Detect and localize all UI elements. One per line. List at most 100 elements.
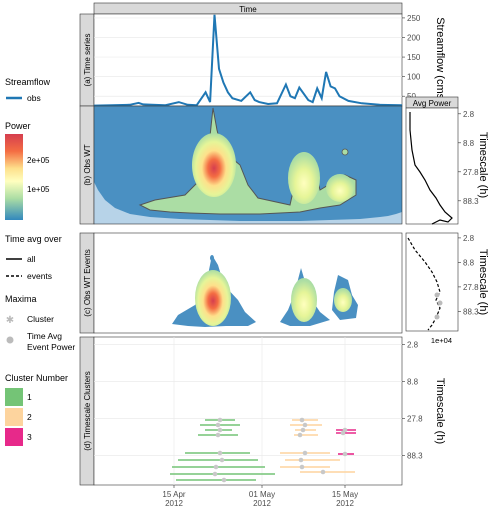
power-peak-b1 — [192, 133, 236, 197]
legend-power: Power 2e+05 1e+05 — [5, 121, 50, 220]
cluster-2-max-marker — [299, 417, 305, 423]
timescale-tick-label: 88.3 — [407, 451, 423, 460]
legend-cluster-2-swatch — [5, 408, 23, 426]
legend-cluster-2-label: 2 — [27, 412, 32, 422]
ytick-label-a: 250 — [407, 14, 421, 23]
power-peak-c2 — [291, 278, 317, 322]
legend-power-title: Power — [5, 121, 31, 131]
power-peak-c1 — [195, 270, 231, 326]
panel-a-frame — [93, 13, 403, 107]
cluster-1-max-marker — [217, 450, 223, 456]
wavelet-power-events — [172, 255, 358, 327]
ytick-label-a: 200 — [407, 33, 421, 42]
strip-time-label: Time — [239, 5, 257, 14]
legend-cluster-label: Cluster — [27, 314, 54, 324]
avg-events-extra-tick: 1e+04 — [431, 336, 452, 345]
timescale-tick-label: 88.3 — [463, 307, 479, 316]
cluster-3-max-marker — [342, 451, 348, 457]
timescale-tick-label: 8.8 — [463, 139, 475, 148]
avg-power-ylabel: Timescale (h) — [477, 132, 489, 198]
strip-d-label: (d) Timescale Clusters — [83, 371, 92, 451]
power-peak-b4 — [341, 148, 349, 156]
xtick-label-date: 15 Apr — [162, 490, 185, 499]
legend-event-marker — [6, 336, 14, 344]
legend-events-label: events — [27, 271, 52, 281]
panel-a-yticks: 50100150200250 — [402, 14, 421, 101]
avg-events-yticks: 2.8 8.8 27.8 88.3 — [458, 234, 479, 316]
legend-clusters: Cluster Number 1 2 3 — [5, 373, 68, 446]
cluster-1-max-marker — [219, 457, 225, 463]
timescale-tick-label: 27.8 — [407, 414, 423, 423]
panel-avg-events: 2.8 8.8 27.8 88.3 1e+04 Timescale (h) — [405, 232, 489, 345]
legend-obs-label: obs — [27, 93, 41, 103]
legend-timeavg-title: Time avg over — [5, 234, 62, 244]
series-obs-line — [94, 14, 402, 106]
ytick-label-a: 100 — [407, 73, 421, 82]
timescale-tick-label: 8.8 — [463, 258, 475, 267]
power-peak-c4 — [210, 255, 214, 261]
cluster-2-max-marker — [302, 450, 308, 456]
cluster-marks — [170, 417, 356, 483]
panel-d-frame — [93, 336, 403, 486]
panel-d-yticks: 2.8 8.8 27.8 88.3 — [402, 340, 423, 460]
cluster-3-max-marker — [340, 430, 346, 436]
colorbar-tick-2e5: 2e+05 — [27, 156, 50, 165]
panel-d-grid — [94, 337, 402, 485]
legend-all-label: all — [27, 254, 36, 264]
cluster-1-max-marker — [215, 432, 221, 438]
cluster-1-max-marker — [217, 427, 223, 433]
cluster-2-max-marker — [299, 464, 305, 470]
power-colorbar — [5, 134, 23, 220]
power-peak-c3 — [334, 288, 352, 312]
legend-cluster-1-label: 1 — [27, 392, 32, 402]
panel-a-ylabel: Streamflow (cms) — [434, 17, 446, 103]
event-max-3 — [434, 314, 440, 320]
legend-streamflow: Streamflow obs — [5, 77, 51, 103]
avg-power-frame — [405, 107, 459, 225]
timescale-tick-label: 88.3 — [463, 197, 479, 206]
panel-d: (d) Timescale Clusters 2.8 8.8 27.8 88.3 Ti… — [79, 336, 446, 508]
avg-events-frame — [405, 232, 459, 332]
xtick-label-year: 2012 — [336, 499, 354, 508]
wavelet-power-obs — [94, 106, 402, 224]
cluster-1-max-marker — [221, 477, 227, 483]
timescale-tick-label: 2.8 — [407, 340, 419, 349]
legend-event-label-1: Time Avg — [27, 331, 62, 341]
strip-b-label: (b) Obs WT — [83, 144, 92, 185]
cluster-2-max-marker — [320, 469, 326, 475]
legend-clusters-title: Cluster Number — [5, 373, 68, 383]
ytick-label-a: 150 — [407, 53, 421, 62]
strip-a-label: (a) Time series — [83, 34, 92, 87]
cluster-2-max-marker — [298, 457, 304, 463]
cluster-2-max-marker — [302, 422, 308, 428]
strip-avg-power-label: Avg Power — [413, 99, 452, 108]
legend-timeavg: Time avg over all events — [5, 234, 62, 281]
legend-cluster-1-swatch — [5, 388, 23, 406]
legend-event-label-2: Event Power — [27, 342, 75, 352]
panel-avg-power: Avg Power 2.8 8.8 27.8 88.3 Timescale (h) — [405, 96, 489, 225]
panel-b: (b) Obs WT — [79, 105, 403, 225]
timescale-tick-label: 2.8 — [463, 110, 475, 119]
xtick-label-year: 2012 — [165, 499, 183, 508]
cluster-1-max-marker — [215, 422, 221, 428]
cluster-2-max-marker — [300, 427, 306, 433]
colorbar-tick-1e5: 1e+05 — [27, 185, 50, 194]
xtick-label-date: 15 May — [332, 490, 358, 499]
event-max-2 — [437, 300, 443, 306]
avg-events-ylabel: Timescale (h) — [477, 249, 489, 315]
power-peak-b3 — [326, 174, 354, 202]
timescale-tick-label: 27.8 — [463, 168, 479, 177]
panel-a: Time (a) Time series 50100150200250 Stre… — [79, 2, 446, 107]
timescale-tick-label: 8.8 — [407, 377, 419, 386]
legend-maxima: Maxima ✱ Cluster Time Avg Event Power — [5, 294, 75, 352]
legend-cluster-marker: ✱ — [6, 315, 14, 326]
cluster-1-max-marker — [213, 464, 219, 470]
strip-c-label: (c) Obs WT Events — [83, 249, 92, 316]
xtick-label-year: 2012 — [253, 499, 271, 508]
timescale-tick-label: 2.8 — [463, 234, 475, 243]
panel-b-frame — [93, 105, 403, 225]
legend-cluster-3-swatch — [5, 428, 23, 446]
power-peak-b2 — [288, 152, 320, 204]
